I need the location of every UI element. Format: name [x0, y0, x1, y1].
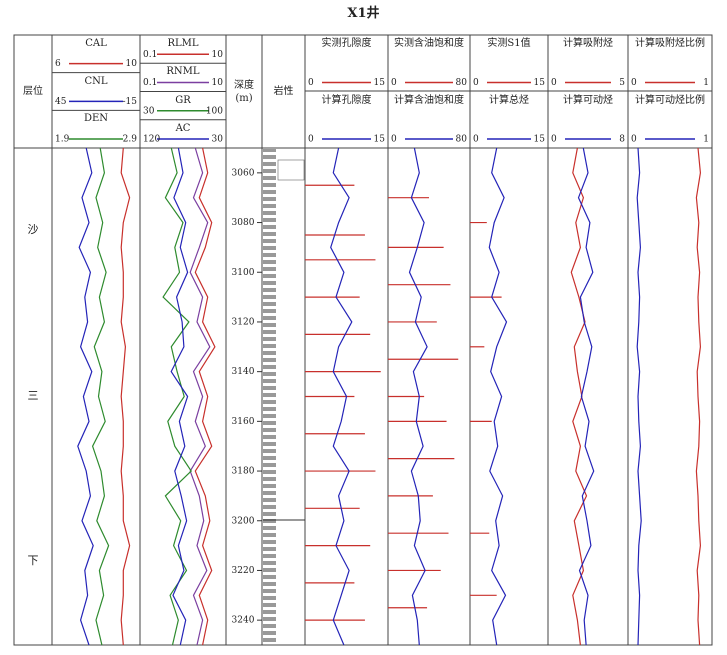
scale-max: 2.9 — [123, 135, 138, 145]
zone-header: 层位 — [23, 86, 43, 97]
curve-name: 计算吸附烃比例 — [635, 38, 705, 49]
scale-min: 120 — [143, 135, 160, 145]
scale-min: 0 — [631, 78, 637, 88]
curve-name: AC — [175, 122, 191, 134]
curve-name: RNML — [166, 66, 200, 78]
curve-name: 计算吸附烃 — [563, 38, 613, 49]
log-curve — [330, 147, 353, 646]
lithology-column — [263, 149, 277, 644]
depth-tick-label: 3160 — [232, 417, 255, 427]
curve-name: 计算含油饱和度 — [394, 94, 464, 106]
scale-max: 15 — [374, 78, 386, 88]
scale-max: 100 — [206, 106, 223, 116]
depth-tick-label: 3240 — [232, 616, 255, 626]
depth-tick-label: 3100 — [232, 268, 255, 278]
curve-name: CAL — [85, 38, 107, 49]
scale-min: 0 — [473, 135, 479, 145]
scale-max: 5 — [619, 78, 625, 88]
depth-header: 深度 — [234, 80, 254, 91]
curve-name: 计算可动烃比例 — [635, 94, 705, 106]
scale-min: 6 — [55, 59, 61, 69]
log-curve — [577, 147, 595, 646]
curve-name: GR — [175, 94, 191, 106]
scale-min: 0.1 — [143, 78, 157, 88]
scale-min: 30 — [143, 106, 155, 116]
log-curve — [695, 147, 702, 646]
log-curve — [636, 147, 642, 646]
scale-min: 0 — [631, 135, 637, 145]
curve-name: 实测含油饱和度 — [394, 38, 464, 49]
curve-name: DEN — [83, 113, 109, 125]
depth-tick-label: 3220 — [232, 566, 255, 576]
scale-max: 10 — [126, 59, 138, 69]
curve-name: 计算孔隙度 — [321, 94, 372, 106]
scale-max: 80 — [456, 135, 468, 145]
curve-name: 计算可动烃 — [563, 94, 613, 106]
scale-max: -15 — [123, 97, 138, 107]
scale-min: 0.1 — [143, 50, 157, 60]
log-curve — [170, 147, 189, 646]
lithology-bed — [277, 159, 305, 181]
scale-min: 0 — [391, 135, 397, 145]
curve-name: 实测孔隙度 — [321, 38, 372, 49]
scale-max: 10 — [212, 50, 224, 60]
depth-tick-label: 3060 — [232, 168, 255, 178]
lithology-header: 岩性 — [273, 86, 294, 97]
zone-label: 沙 — [27, 222, 39, 236]
depth-tick-label: 3080 — [232, 218, 255, 228]
scale-min: 0 — [391, 78, 397, 88]
zone-label: 下 — [27, 554, 39, 568]
scale-min: 0 — [551, 78, 557, 88]
scale-max: 1 — [703, 78, 709, 88]
depth-tick-label: 3180 — [232, 467, 255, 477]
scale-min: 0 — [308, 78, 314, 88]
scale-min: 0 — [473, 78, 479, 88]
log-curve — [189, 147, 211, 646]
log-curve — [488, 147, 508, 646]
log-curve — [77, 147, 94, 646]
log-curve — [120, 147, 131, 646]
scale-max: 30 — [212, 135, 224, 145]
log-curve — [91, 147, 110, 646]
depth-tick-label: 3120 — [232, 317, 255, 327]
scale-max: 15 — [534, 78, 546, 88]
curve-name: CNL — [84, 75, 108, 87]
curve-name: RLML — [167, 38, 199, 49]
scale-max: 1 — [703, 135, 709, 145]
depth-header-unit: (m) — [235, 93, 253, 104]
scale-max: 15 — [534, 135, 546, 145]
depth-tick-label: 3200 — [232, 516, 255, 526]
scale-max: 10 — [212, 78, 224, 88]
scale-max: 80 — [456, 78, 468, 88]
depth-tick-label: 3140 — [232, 367, 255, 377]
log-curve — [408, 147, 428, 646]
scale-min: 1.9 — [55, 135, 70, 145]
curve-name: 实测S1值 — [487, 38, 531, 49]
log-curve — [194, 147, 216, 646]
zone-label: 三 — [27, 388, 39, 402]
curve-name: 计算总烃 — [489, 94, 529, 106]
scale-max: 15 — [374, 135, 386, 145]
frame — [13, 34, 713, 646]
chart-title: X1井 — [347, 6, 380, 21]
scale-min: 45 — [55, 97, 67, 107]
scale-max: 8 — [619, 135, 625, 145]
scale-min: 0 — [308, 135, 314, 145]
scale-min: 0 — [551, 135, 557, 145]
